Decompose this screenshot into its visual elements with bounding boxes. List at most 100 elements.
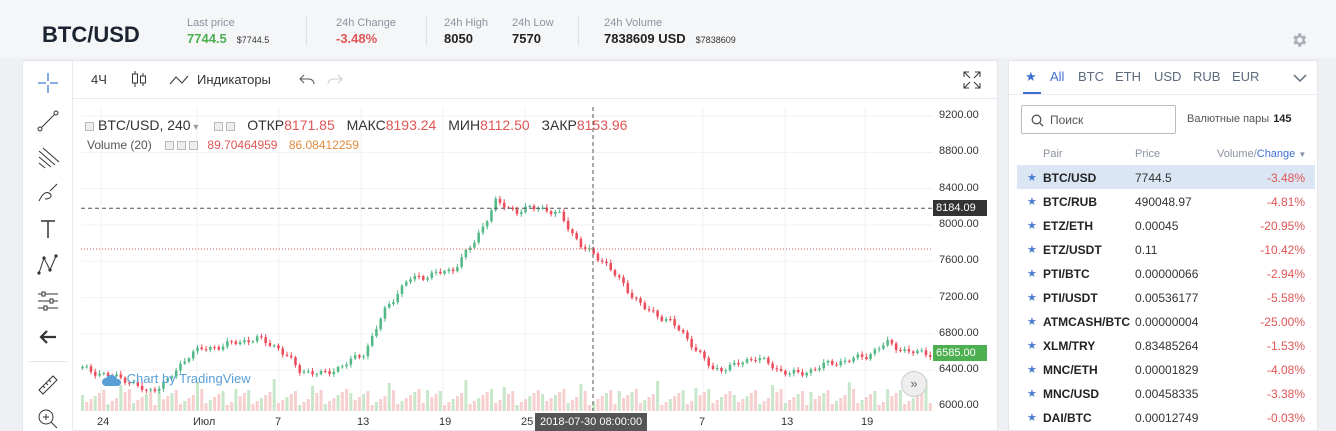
star-icon[interactable]: ★ (1027, 220, 1037, 232)
table-row[interactable]: ★ ETZ/ETH 0.00045 -20.95% (1017, 213, 1315, 237)
volume-bar (660, 405, 664, 411)
volume-bar (515, 405, 519, 411)
table-row[interactable]: ★ ETZ/USDT 0.11 -10.42% (1017, 237, 1315, 261)
col-volume-change[interactable]: Volume/Change ▼ (1217, 148, 1307, 160)
table-row[interactable]: ★ MNC/ETH 0.00001829 -4.08% (1017, 357, 1315, 381)
back-arrow-icon[interactable] (34, 323, 62, 351)
y-tick-label: 8400.00 (939, 181, 979, 194)
volume-bar (847, 382, 851, 411)
volume-bar (745, 396, 749, 411)
tab-eth[interactable]: ETH (1115, 69, 1141, 84)
star-icon[interactable]: ★ (1027, 292, 1037, 304)
volume-bar (869, 394, 873, 411)
candles-icon[interactable] (131, 70, 147, 91)
table-row[interactable]: ★ BTC/RUB 490048.97 -4.81% (1017, 189, 1315, 213)
row-change: -20.95% (1260, 219, 1305, 233)
pattern-icon[interactable] (34, 251, 62, 279)
text-icon[interactable] (34, 215, 62, 243)
star-icon[interactable]: ★ (1027, 172, 1037, 184)
gear-icon[interactable] (1290, 31, 1308, 49)
crosshair-icon[interactable] (34, 69, 62, 97)
tab-eur[interactable]: EUR (1232, 69, 1260, 84)
volume-bar (370, 405, 374, 411)
volume-bar (302, 402, 306, 411)
candle (157, 388, 161, 392)
candle (869, 353, 872, 359)
tab-usd[interactable]: USD (1154, 69, 1182, 84)
table-row[interactable]: ★ DAI/BTC 0.00012749 -0.03% (1017, 405, 1315, 429)
volume-bar (766, 398, 770, 411)
undo-icon[interactable] (299, 71, 315, 90)
star-icon[interactable]: ★ (1027, 196, 1037, 208)
fullscreen-icon[interactable] (963, 71, 981, 92)
candle (396, 293, 400, 303)
volume-bar (332, 398, 336, 411)
col-price[interactable]: Price (1135, 148, 1161, 160)
time-axis[interactable]: 2018-07-30 08:00:00 24 Июл 7 13 19 25 7 13 19 (81, 413, 933, 431)
ruler-icon[interactable] (34, 371, 62, 399)
row-price: 0.00012749 (1135, 411, 1199, 425)
candle (115, 374, 118, 377)
star-icon[interactable]: ★ (1027, 244, 1037, 256)
candle (703, 351, 706, 359)
candle (528, 205, 532, 207)
interval-button[interactable]: 4Ч (91, 72, 107, 87)
measure-icon[interactable] (34, 287, 62, 315)
trend-line-icon[interactable] (34, 107, 62, 135)
table-row[interactable]: ★ PTI/USDT 0.00536177 -5.58% (1017, 285, 1315, 309)
candle (196, 347, 199, 352)
col-pair[interactable]: Pair (1043, 148, 1063, 160)
legend-open: 8171.85 (284, 117, 335, 133)
volume-bar (707, 389, 711, 411)
star-icon[interactable]: ★ (1027, 316, 1037, 328)
price-axis[interactable]: 9200.00 8800.00 8400.00 8000.00 7600.00 7200.… (933, 107, 997, 411)
star-icon[interactable]: ★ (1027, 340, 1037, 352)
volume-bar (485, 392, 489, 411)
star-icon[interactable]: ★ (1027, 268, 1037, 280)
candle (796, 369, 800, 373)
volume-bar (430, 397, 434, 411)
candle (784, 370, 787, 375)
volume-bar (328, 401, 332, 411)
table-row[interactable]: ★ MNC/USD 0.00458335 -3.38% (1017, 381, 1315, 405)
volume-bar (545, 401, 549, 411)
candle (362, 356, 365, 358)
favorites-star-icon[interactable]: ★ (1025, 69, 1037, 84)
star-icon[interactable]: ★ (1027, 412, 1037, 424)
volume-bar (592, 402, 596, 411)
tab-btc[interactable]: BTC (1078, 69, 1104, 84)
candle (490, 210, 493, 222)
brush-icon[interactable] (34, 179, 62, 207)
tab-rub[interactable]: RUB (1193, 69, 1221, 84)
row-pair: BTC/USD (1043, 171, 1097, 185)
tradingview-watermark[interactable]: Chart by TradingView (101, 371, 251, 387)
search-input[interactable]: Поиск (1021, 105, 1176, 134)
x-tick-label: 13 (781, 416, 794, 428)
candle (643, 302, 647, 310)
volume-bar (651, 394, 655, 411)
pitchfork-icon[interactable] (34, 143, 62, 171)
chevron-down-icon[interactable] (1293, 71, 1307, 86)
price-plot[interactable] (81, 107, 933, 431)
candle (375, 329, 378, 336)
zoom-icon[interactable] (34, 405, 62, 431)
table-row[interactable]: ★ BTC/USD 7744.5 -3.48% (1017, 165, 1315, 189)
tab-all[interactable]: All (1050, 69, 1065, 84)
market-list-panel: ★ All BTC ETH USD RUB EUR Поиск Валютные… (1008, 60, 1319, 431)
candle (873, 349, 877, 354)
indicators-button[interactable]: Индикаторы (197, 72, 271, 87)
star-icon[interactable]: ★ (1027, 388, 1037, 400)
candle (652, 310, 655, 312)
candle (383, 307, 387, 319)
x-tick-label: 7 (275, 416, 282, 428)
candle (592, 248, 595, 254)
candle (805, 372, 808, 376)
volume-bar (677, 393, 681, 411)
redo-icon[interactable] (327, 71, 343, 90)
scroll-to-realtime-button[interactable]: » (901, 371, 927, 397)
table-row[interactable]: ★ PTI/BTC 0.00000066 -2.94% (1017, 261, 1315, 285)
star-icon[interactable]: ★ (1027, 364, 1037, 376)
indicators-icon[interactable] (169, 74, 189, 89)
table-row[interactable]: ★ XLM/TRY 0.83485264 -1.53% (1017, 333, 1315, 357)
table-row[interactable]: ★ ATMCASH/BTC 0.00000004 -25.00% (1017, 309, 1315, 333)
